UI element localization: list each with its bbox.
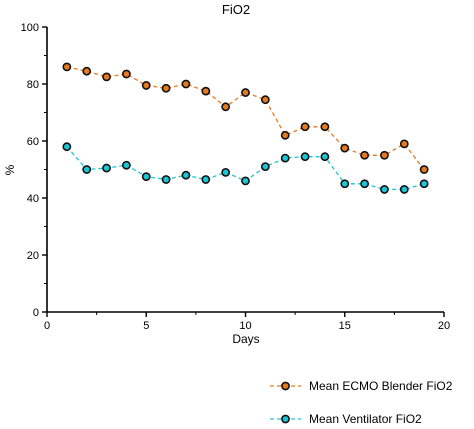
data-point [82,66,92,76]
chart-title: FiO2 [222,2,250,17]
x-tick-label: 5 [143,320,149,332]
data-point [141,81,151,90]
x-tick-label: 20 [438,320,450,332]
data-point [280,130,290,140]
data-point [399,139,409,149]
x-tick-label: 10 [239,320,251,332]
data-point [360,179,369,189]
data-point [419,165,429,174]
data-point [161,83,171,93]
data-point [419,179,429,189]
data-point [102,163,111,173]
data-point [181,79,191,89]
series-ecmo-blender-fio2 [62,62,429,174]
data-point [82,165,92,174]
data-point [320,152,330,162]
x-tick-label: 0 [44,320,50,332]
data-point [161,175,171,184]
series-layer [62,62,429,194]
data-point [399,185,409,194]
data-point [340,143,350,153]
legend: Mean ECMO Blender FiO2 Mean Ventilator Fi… [270,379,453,426]
data-point [102,72,111,82]
y-tick-label: 20 [27,250,39,262]
legend-label: Mean Ventilator FiO2 [309,412,422,426]
series-line [66,66,425,170]
data-point [260,162,270,172]
data-point [260,95,270,105]
data-point [62,62,72,72]
data-point [62,142,72,152]
data-point [320,122,330,132]
data-point [360,150,369,160]
data-point [241,88,250,97]
y-tick-label: 0 [33,307,39,319]
legend-item: Mean ECMO Blender FiO2 [270,379,453,393]
data-point [380,150,389,160]
data-point [122,160,131,170]
data-point [300,152,310,162]
y-tick-label: 80 [27,79,39,91]
data-point [201,86,211,96]
data-point [380,185,389,194]
y-axis-title: % [3,164,17,175]
data-point [300,122,310,132]
axes: 0 20 40 60 80 100 0 5 10 15 20 [21,22,450,332]
legend-marker [281,414,290,424]
series-ventilator-fio2 [62,142,429,194]
data-point [241,176,250,186]
data-point [340,179,350,189]
data-point [221,102,231,112]
data-point [141,172,151,182]
legend-item: Mean Ventilator FiO2 [270,412,422,426]
data-point [181,170,191,180]
data-point [221,167,231,177]
legend-marker [281,381,290,391]
legend-label: Mean ECMO Blender FiO2 [309,379,453,393]
x-axis-title: Days [232,332,259,346]
y-tick-label: 60 [27,136,39,148]
y-tick-label: 40 [27,193,39,205]
data-point [201,175,211,184]
x-tick-label: 15 [339,320,351,332]
data-point [122,69,131,79]
y-tick-label: 100 [21,22,39,34]
data-point [280,153,290,163]
